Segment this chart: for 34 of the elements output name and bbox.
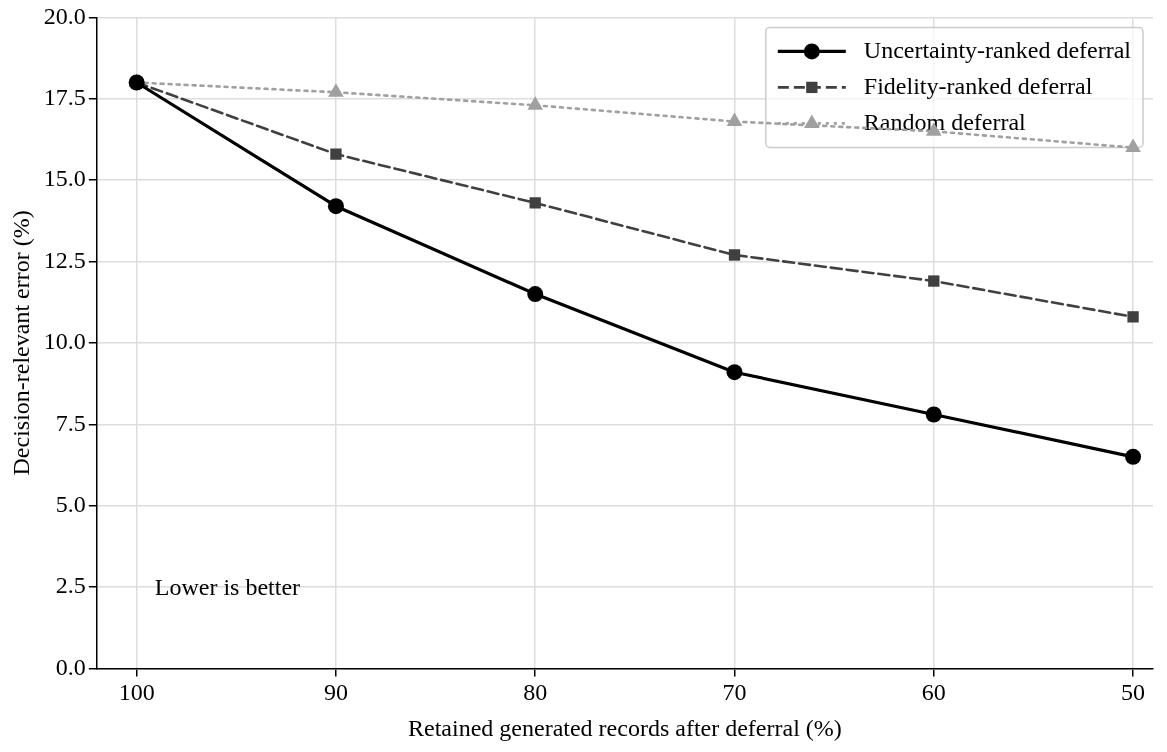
y-tick-label: 17.5 bbox=[43, 84, 86, 111]
x-tick-label: 80 bbox=[523, 679, 548, 706]
point bbox=[327, 198, 344, 215]
x-tick-label: 100 bbox=[118, 679, 155, 706]
y-tick-label: 5.0 bbox=[55, 490, 86, 517]
point bbox=[1125, 448, 1142, 465]
point bbox=[529, 197, 541, 209]
y-tick-label: 0.0 bbox=[55, 653, 86, 680]
legend-label: Uncertainty-ranked deferral bbox=[863, 36, 1132, 63]
y-tick-label: 7.5 bbox=[55, 409, 86, 436]
y-tick-label: 15.0 bbox=[43, 165, 86, 192]
point bbox=[527, 286, 544, 303]
x-tick-label: 50 bbox=[1121, 679, 1146, 706]
y-tick-label: 2.5 bbox=[55, 572, 86, 599]
point bbox=[928, 275, 940, 287]
point bbox=[1127, 311, 1139, 323]
x-axis-title: Retained generated records after deferral (%) bbox=[408, 714, 842, 741]
point bbox=[527, 96, 544, 110]
point bbox=[925, 406, 942, 423]
annotation: Lower is better bbox=[154, 573, 301, 600]
y-axis-title: Decision-relevant error (%) bbox=[7, 210, 34, 476]
y-tick-label: 12.5 bbox=[43, 246, 86, 273]
point bbox=[728, 249, 741, 261]
x-tick-label: 90 bbox=[323, 679, 348, 706]
y-tick-label: 20.0 bbox=[43, 2, 86, 29]
x-tick-label: 60 bbox=[921, 679, 946, 706]
legend-label: Fidelity-ranked deferral bbox=[863, 72, 1093, 99]
y-tick-label: 10.0 bbox=[43, 328, 86, 355]
point bbox=[330, 148, 342, 160]
point bbox=[726, 364, 743, 381]
point bbox=[726, 112, 743, 127]
point bbox=[1125, 138, 1141, 153]
x-tick-label: 70 bbox=[722, 679, 747, 706]
point bbox=[328, 83, 344, 97]
